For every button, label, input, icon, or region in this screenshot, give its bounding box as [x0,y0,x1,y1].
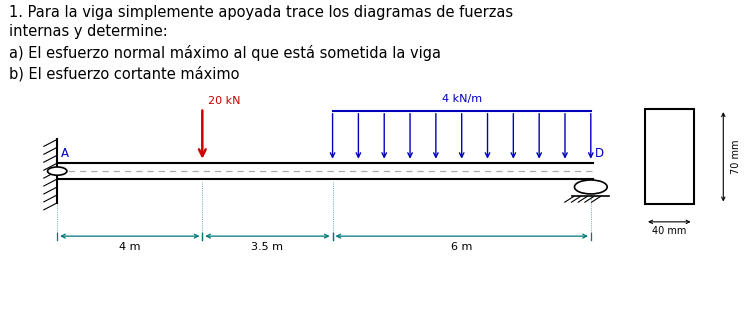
Text: 20 kN: 20 kN [208,96,241,106]
Text: D: D [595,147,604,160]
Circle shape [48,167,67,175]
Text: 70 mm: 70 mm [731,140,741,174]
Text: 4 m: 4 m [119,242,140,252]
Text: A: A [61,147,69,160]
Text: 1. Para la viga simplemente apoyada trace los diagramas de fuerzas
internas y de: 1. Para la viga simplemente apoyada trac… [9,4,513,81]
Text: 4 kN/m: 4 kN/m [441,94,482,105]
Text: 6 m: 6 m [451,242,472,252]
Text: 40 mm: 40 mm [652,226,686,236]
Bar [645,109,693,204]
Text: 3.5 m: 3.5 m [252,242,283,252]
Circle shape [574,180,607,194]
